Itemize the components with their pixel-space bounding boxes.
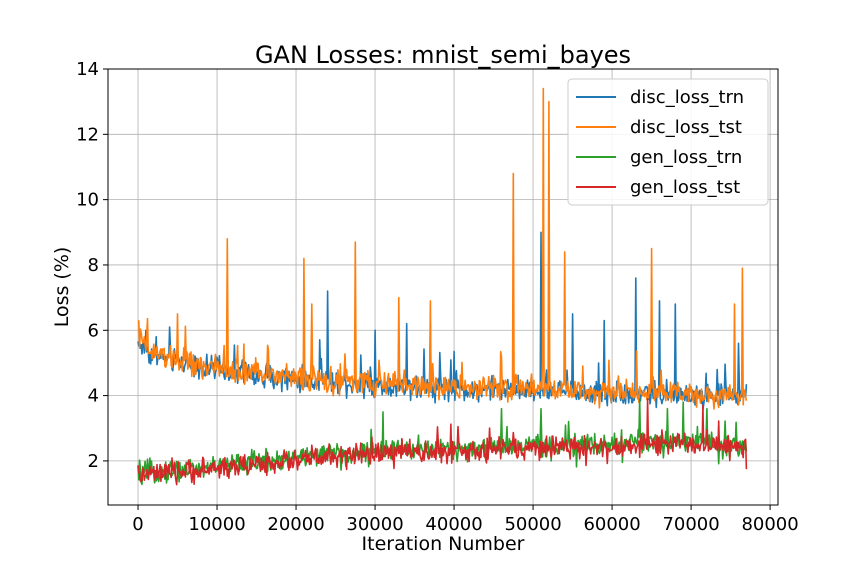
legend-box — [567, 78, 769, 206]
x-tick-label: 0 — [132, 514, 143, 535]
chart-title: GAN Losses: mnist_semi_bayes — [255, 41, 631, 69]
legend-label: gen_loss_tst — [630, 177, 740, 198]
x-tick-label: 70000 — [662, 514, 719, 535]
x-tick-label: 30000 — [346, 514, 403, 535]
axis-ticks: 0 10000 20000 30000 40000 50000 60000 70000 8000… — [76, 59, 799, 535]
x-axis-label: Iteration Number — [362, 533, 525, 555]
x-tick-label: 80000 — [741, 514, 798, 535]
legend-label: disc_loss_tst — [630, 117, 742, 138]
y-tick-label: 4 — [88, 386, 99, 407]
legend-label: gen_loss_trn — [630, 147, 742, 168]
x-tick-label: 10000 — [188, 514, 245, 535]
series-layer — [137, 87, 748, 486]
y-tick-label: 12 — [76, 124, 99, 145]
y-tick-label: 8 — [88, 255, 99, 276]
series-line-disc-loss-tst — [137, 87, 748, 410]
x-tick-label: 40000 — [425, 514, 482, 535]
y-axis-label: Loss (%) — [51, 247, 73, 328]
plot-frame — [107, 68, 779, 506]
y-tick-label: 14 — [76, 59, 99, 80]
y-tick-label: 10 — [76, 190, 99, 211]
x-tick-label: 60000 — [583, 514, 640, 535]
y-tick-label: 2 — [88, 451, 99, 472]
legend: disc_loss_trn disc_loss_tst gen_loss_trnge… — [567, 78, 769, 206]
series-line-gen-loss-tst — [137, 398, 748, 486]
legend-label: disc_loss_trn — [630, 87, 744, 108]
y-tick-label: 6 — [88, 320, 99, 341]
x-tick-label: 50000 — [504, 514, 561, 535]
x-tick-label: 20000 — [267, 514, 324, 535]
